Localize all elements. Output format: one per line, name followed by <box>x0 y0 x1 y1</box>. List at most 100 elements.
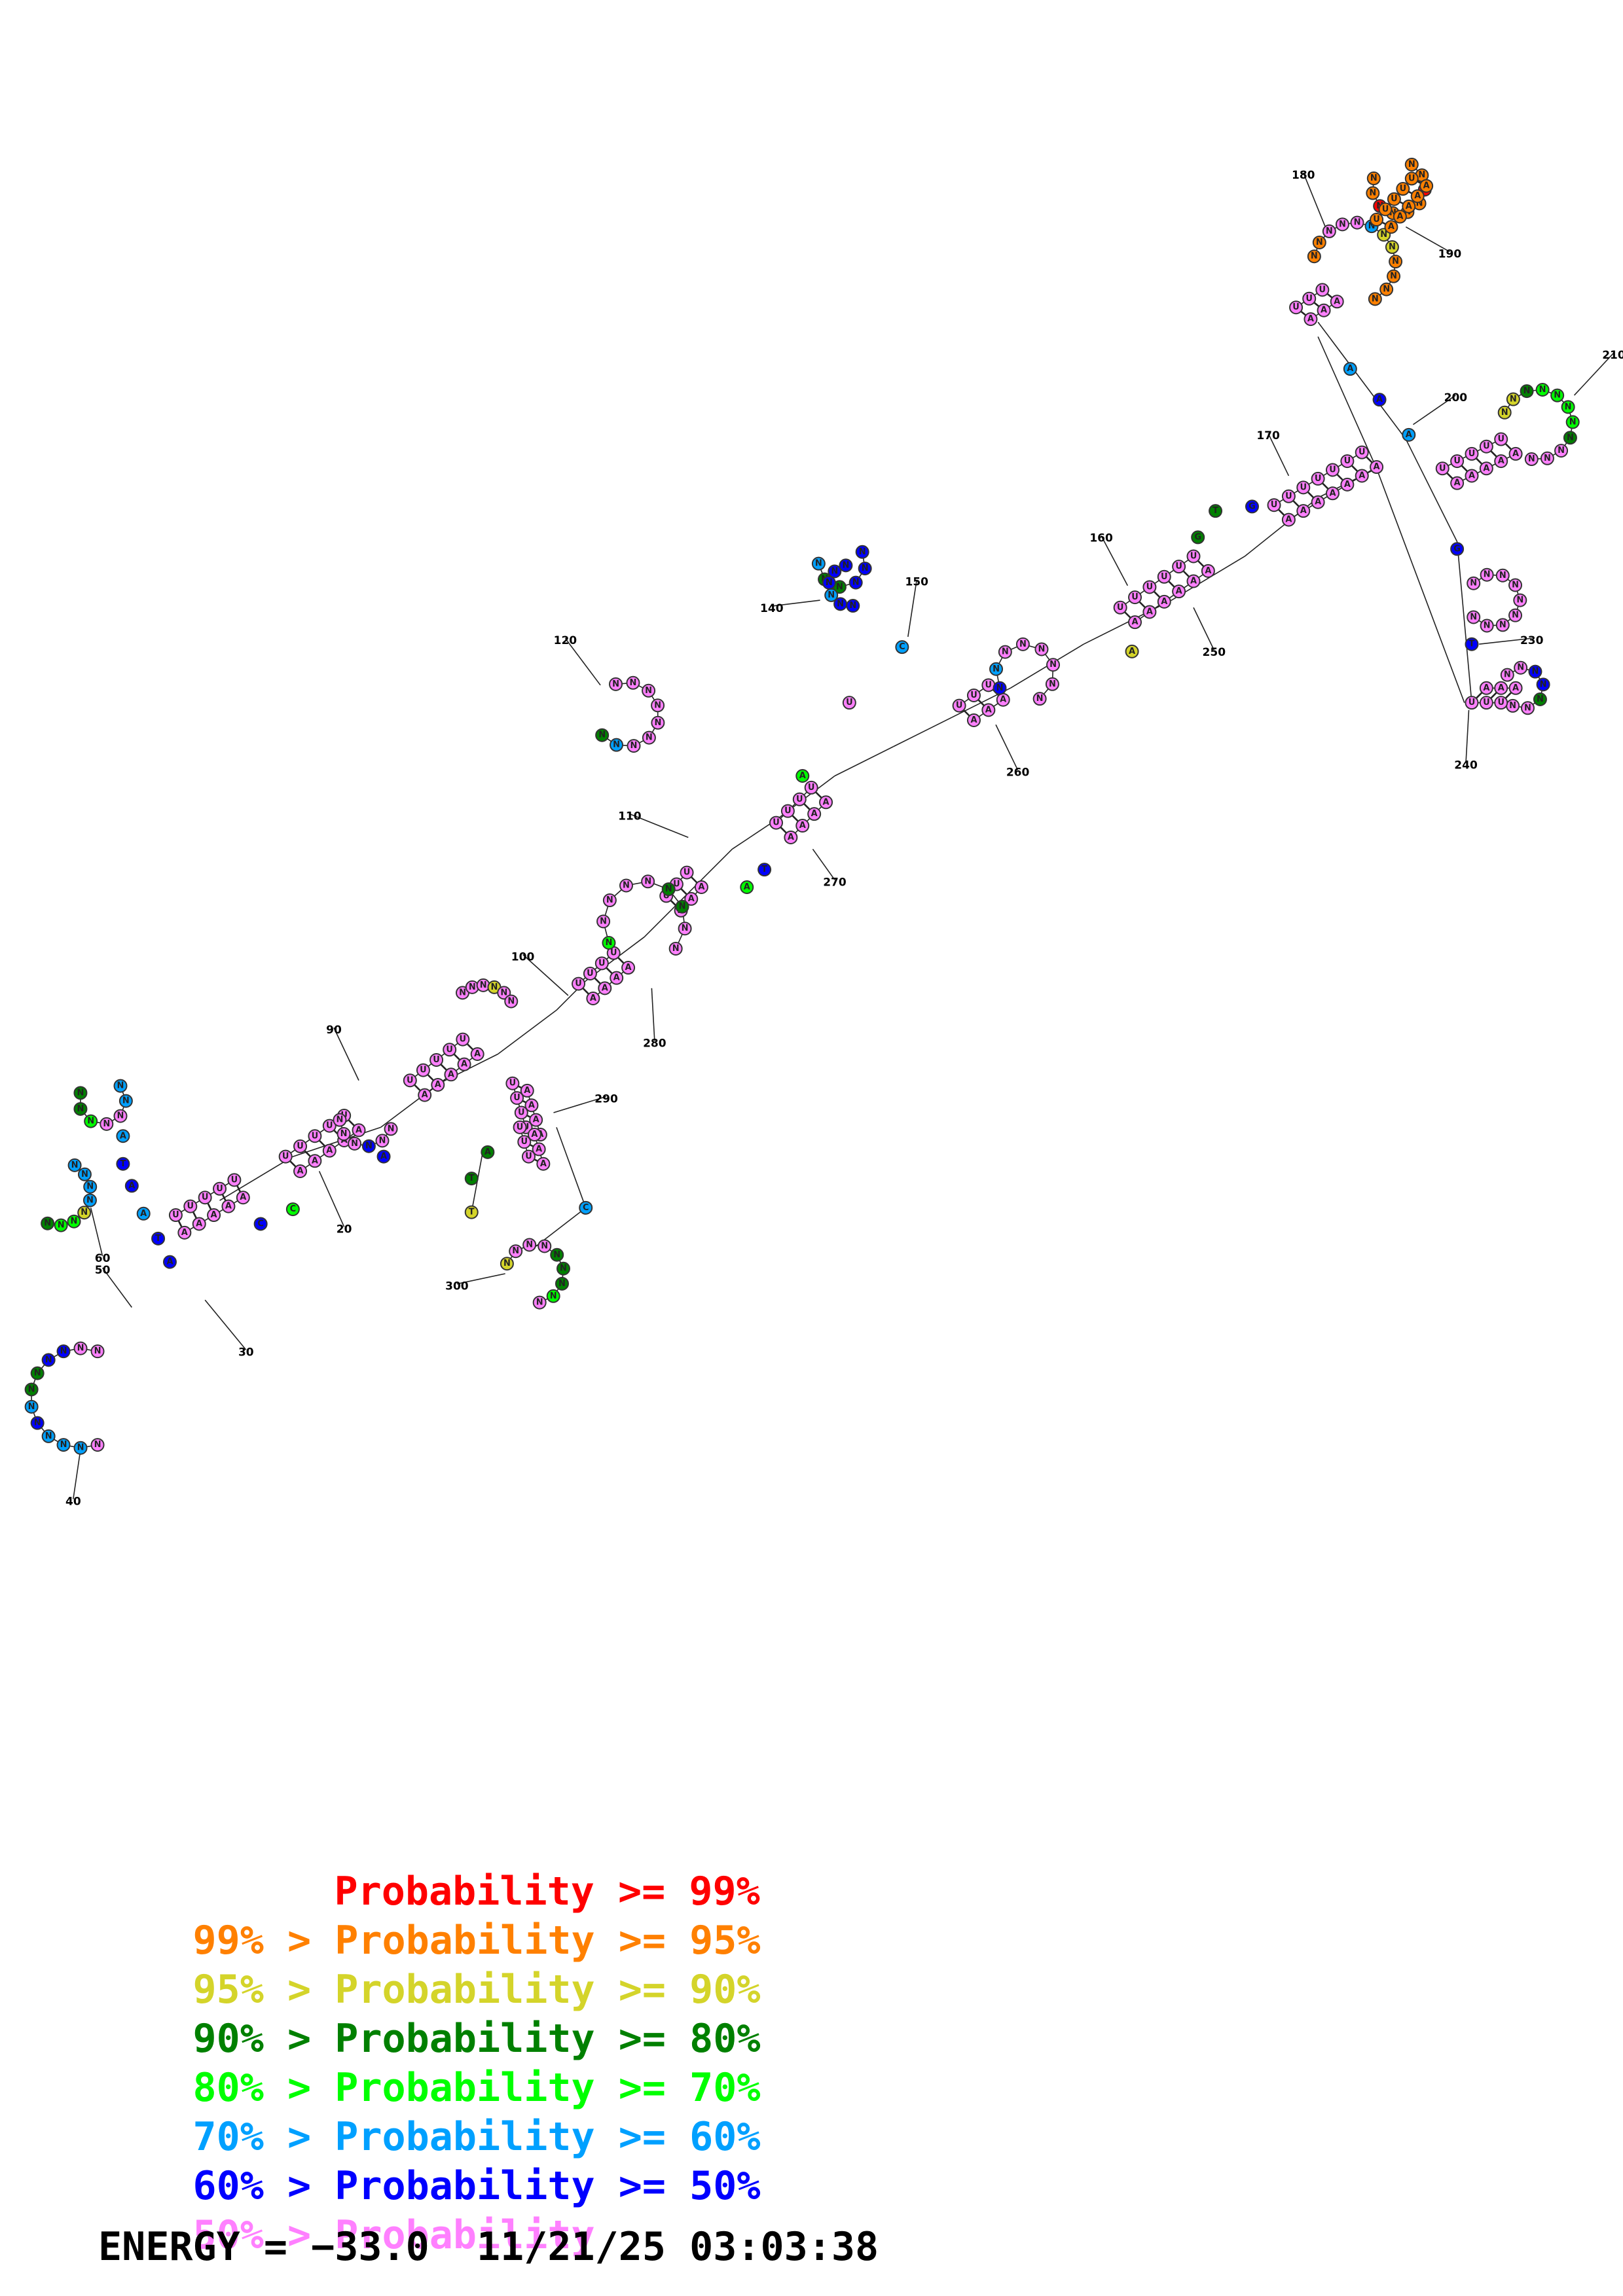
nucleotide: N <box>41 1216 55 1230</box>
nucleotide-letter: U <box>1400 184 1407 194</box>
nucleotide: N <box>1385 240 1399 255</box>
nucleotide-letter: A <box>1468 471 1475 480</box>
nucleotide-circle <box>538 1239 552 1253</box>
nucleotide: U <box>769 816 784 830</box>
nucleotide: A <box>819 795 833 810</box>
nucleotide: U <box>1450 454 1465 469</box>
nucleotide-letter: N <box>613 740 620 750</box>
nucleotide: C <box>895 640 909 655</box>
nucleotide: U <box>517 1135 532 1149</box>
nucleotide-circle <box>795 819 810 833</box>
nucleotide-circle <box>73 1102 88 1116</box>
nucleotide-letter: U <box>808 783 815 793</box>
nucleotide-circle <box>1520 384 1534 399</box>
nucleotide: U <box>842 696 856 710</box>
nucleotide-circle <box>322 1143 337 1158</box>
nucleotide: N <box>824 588 839 602</box>
nucleotide: N <box>41 1429 56 1443</box>
nucleotide: N <box>1563 431 1577 445</box>
backbone-segment <box>812 848 835 880</box>
nucleotide-letter: A <box>1131 617 1138 627</box>
nucleotide-circle <box>795 769 810 783</box>
nucleotide-letter: U <box>1329 465 1336 475</box>
nucleotide-letter: T <box>1469 639 1475 649</box>
nucleotide-letter: N <box>340 1129 348 1139</box>
nucleotide-circle <box>444 1067 458 1082</box>
nucleotide: U <box>1370 213 1384 227</box>
nucleotide-letter: N <box>1038 644 1046 654</box>
nucleotide: A <box>1479 461 1493 476</box>
nucleotide-letter: A <box>1307 314 1314 324</box>
nucleotide: N <box>1513 593 1527 607</box>
backbone-segment <box>90 1208 103 1257</box>
backbone-segment <box>219 1156 293 1201</box>
nucleotide-letter: U <box>1439 463 1446 473</box>
nucleotide: N <box>54 1218 68 1232</box>
nucleotide-circle <box>84 1114 98 1128</box>
nucleotide: A <box>1419 179 1434 193</box>
nucleotide-letter: U <box>1391 194 1398 204</box>
nucleotide-letter: N <box>630 741 638 751</box>
nucleotide-circle <box>116 1129 130 1143</box>
nucleotide-circle <box>769 816 784 830</box>
nucleotide-letter: N <box>1532 667 1539 677</box>
nucleotide-circle <box>757 863 772 877</box>
nucleotide-circle <box>1032 692 1047 706</box>
nucleotide-circle <box>1317 303 1331 317</box>
nucleotide-circle <box>792 792 807 806</box>
nucleotide: N <box>1389 255 1403 269</box>
nucleotide: N <box>661 882 676 897</box>
backbone-segment <box>1456 541 1472 703</box>
nucleotide-letter: U <box>1146 582 1154 592</box>
nucleotide-circle <box>1520 701 1535 715</box>
nucleotide: A <box>586 991 600 1005</box>
nucleotide-circle <box>536 1157 551 1171</box>
nucleotide-letter: A <box>528 1100 535 1110</box>
legend-prefix: 95% > <box>192 1967 335 2013</box>
nucleotide: A <box>1370 460 1384 475</box>
position-label: 260 <box>1006 766 1030 780</box>
nucleotide: N <box>651 698 665 713</box>
nucleotide: U <box>322 1119 337 1133</box>
nucleotide-letter: G <box>1453 544 1461 554</box>
nucleotide-letter: A <box>1190 577 1197 586</box>
nucleotide-circle <box>90 1438 105 1452</box>
nucleotide-letter: N <box>828 590 835 600</box>
nucleotide-letter: N <box>1019 639 1027 649</box>
backbone-segment <box>1317 336 1377 469</box>
nucleotide: A <box>1479 681 1493 695</box>
nucleotide: A <box>532 1142 546 1157</box>
nucleotide-letter: N <box>58 1221 65 1230</box>
nucleotide-circle <box>1322 224 1336 238</box>
nucleotide-circle <box>1370 213 1384 227</box>
nucleotide-letter: U <box>985 680 993 690</box>
nucleotide-letter: N <box>1537 694 1544 704</box>
nucleotide: U <box>594 956 609 971</box>
nucleotide-circle <box>1325 486 1340 501</box>
nucleotide-circle <box>1561 400 1575 414</box>
nucleotide: N <box>465 980 479 994</box>
nucleotide: N <box>651 715 665 730</box>
nucleotide-letter: U <box>216 1184 223 1194</box>
nucleotide-letter: N <box>94 1440 101 1450</box>
nucleotide: A <box>966 713 981 728</box>
nucleotide: A <box>1128 615 1142 630</box>
backbone-segment <box>907 579 918 637</box>
nucleotide-circle <box>41 1353 56 1367</box>
nucleotide-letter: U <box>525 1152 532 1162</box>
nucleotide-letter: C <box>583 1203 589 1213</box>
nucleotide: N <box>833 597 848 611</box>
nucleotide: N <box>602 893 617 908</box>
nucleotide-circle <box>416 1063 430 1077</box>
nucleotide: A <box>1142 605 1157 619</box>
nucleotide: U <box>456 1032 470 1047</box>
nucleotide: N <box>1046 658 1061 672</box>
nucleotide: N <box>555 1276 569 1291</box>
nucleotide-letter: A <box>799 771 806 781</box>
nucleotide-circle <box>24 1382 39 1397</box>
nucleotide-circle <box>1497 405 1512 420</box>
nucleotide-letter: N <box>512 1246 519 1256</box>
backbone-segment <box>498 1009 557 1055</box>
legend-row-60: 70% > Probability >= 60% <box>98 2064 761 2160</box>
nucleotide-letter: N <box>558 1279 566 1289</box>
